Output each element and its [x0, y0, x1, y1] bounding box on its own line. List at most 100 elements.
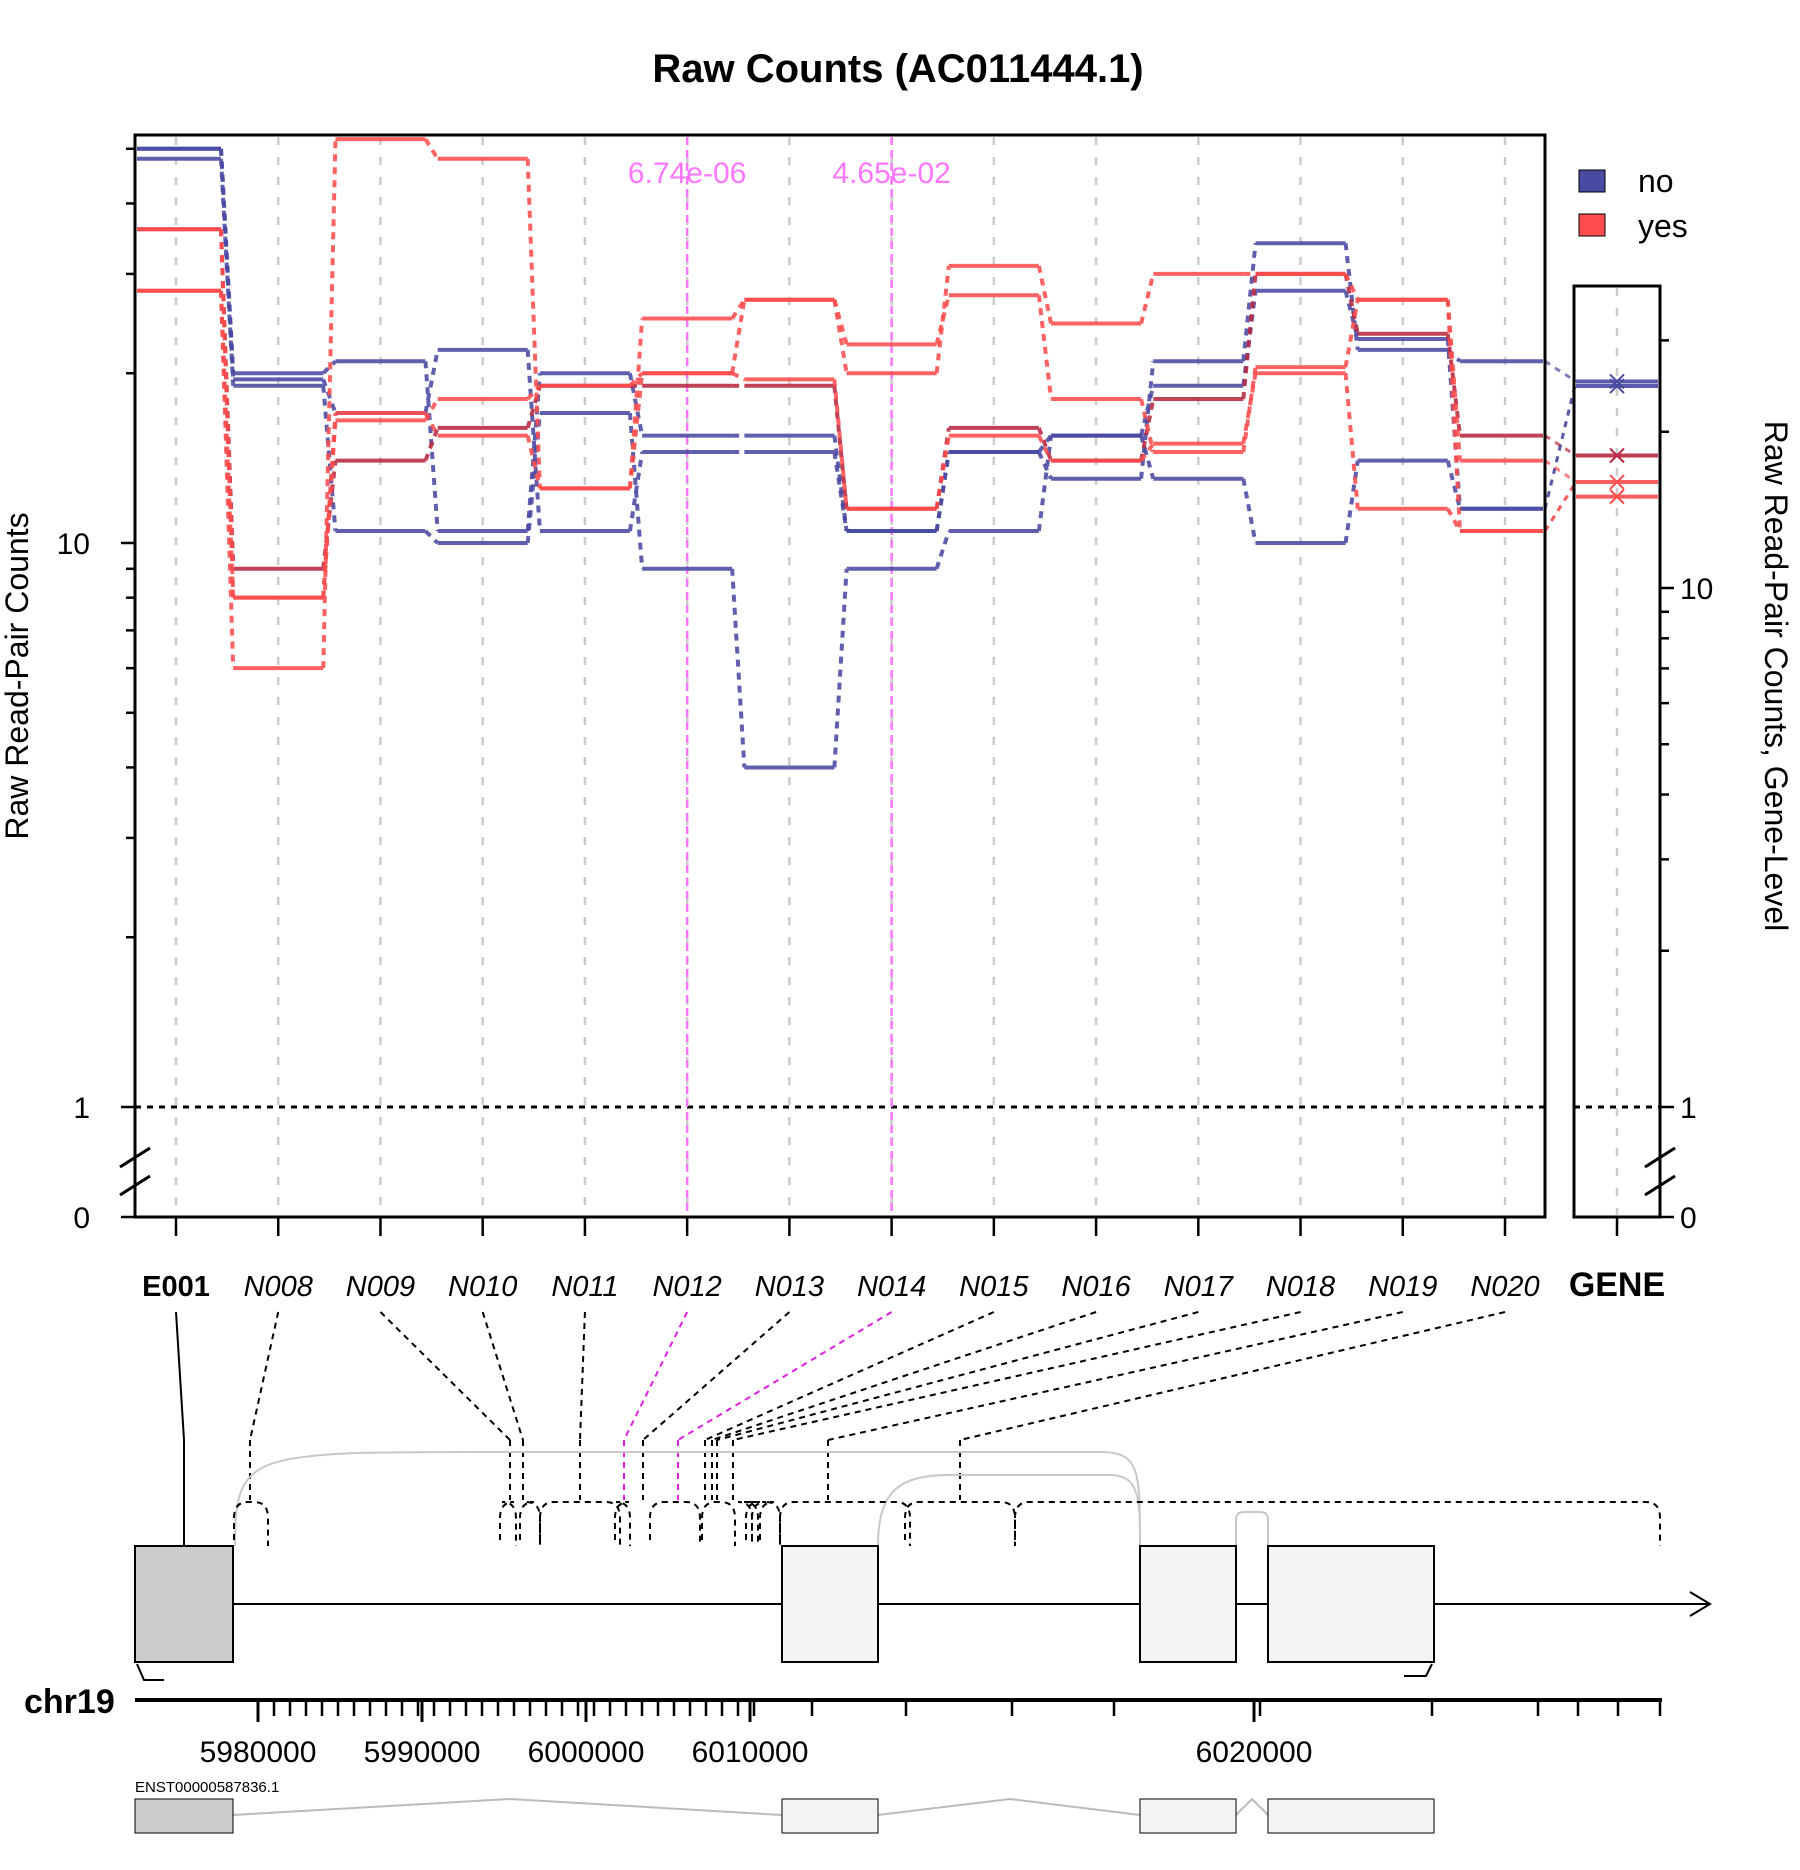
feature-bracket	[779, 1501, 911, 1546]
feature-connector	[704, 1311, 995, 1441]
category-label: N008	[244, 1271, 313, 1303]
feature-connector	[379, 1311, 511, 1441]
data-transition	[219, 290, 236, 669]
data-transition	[1445, 333, 1462, 436]
series-yes	[137, 227, 1578, 600]
data-transition	[423, 349, 440, 414]
feature-bracket	[539, 1501, 621, 1546]
exon-box-3	[1139, 1545, 1237, 1663]
category-label: N016	[1061, 1271, 1131, 1303]
feature-connector	[579, 1311, 586, 1441]
y-axis-label-right: Raw Read-Pair Counts, Gene-Level	[1758, 421, 1794, 931]
data-transition	[1446, 507, 1462, 533]
gene-level-marker-icon	[1609, 378, 1625, 394]
data-transition	[1139, 273, 1156, 324]
feature-bracket	[233, 1501, 269, 1546]
category-label: N020	[1470, 1271, 1539, 1303]
data-transition	[321, 412, 338, 598]
coordinate-tick-label: 5980000	[200, 1736, 317, 1769]
data-transition	[730, 299, 747, 374]
coordinate-tick-label: 6010000	[692, 1736, 809, 1769]
data-transition	[832, 379, 849, 509]
gridlines	[135, 137, 1660, 1215]
transcript-intron-line	[1235, 1797, 1269, 1816]
data-transition	[1036, 294, 1054, 400]
data-transition	[219, 229, 236, 598]
pvalue-label: 6.74e-06	[628, 157, 746, 190]
feature-connector	[716, 1311, 1199, 1441]
feature-connectors	[175, 1311, 1661, 1547]
series-no	[137, 156, 1578, 770]
data-transition	[1343, 460, 1360, 544]
data-transition	[423, 361, 440, 532]
data-transition	[627, 373, 645, 489]
data-transition	[423, 138, 440, 160]
category-label: N015	[959, 1271, 1029, 1303]
category-label: E001	[142, 1271, 210, 1303]
data-transition	[628, 371, 644, 388]
series-lines	[137, 137, 1578, 770]
category-label: N010	[448, 1271, 517, 1303]
data-transition	[525, 349, 542, 532]
legend-swatch-no	[1578, 169, 1606, 193]
gene-level-marker-icon	[1609, 447, 1625, 464]
data-transition	[1343, 243, 1360, 351]
series-yes	[137, 263, 1577, 600]
data-transition	[832, 568, 849, 768]
gene-model	[134, 1545, 1712, 1681]
chromosome-label: chr19	[24, 1683, 115, 1721]
data-transition	[1036, 427, 1053, 462]
y-tick-label: 0	[73, 1202, 90, 1235]
cds-end-mark	[1404, 1663, 1433, 1677]
feature-connector	[481, 1311, 524, 1441]
feature-connector	[175, 1311, 185, 1441]
feature-connector	[677, 1311, 893, 1441]
feature-connector	[732, 1311, 1301, 1441]
transcript-exon	[1139, 1798, 1237, 1834]
gene-level-panel	[1576, 373, 1658, 505]
category-label: N013	[755, 1271, 824, 1303]
transcript-label: ENST00000587836.1	[135, 1779, 279, 1796]
axes: 0 1 10 0 1 10 E001 N008 N009 N010 N011 N012 N013 N014…	[57, 147, 1713, 1304]
feature-bracket	[737, 1501, 761, 1546]
gene-category-label: GENE	[1569, 1266, 1665, 1304]
series-no	[137, 146, 1578, 534]
data-transition	[832, 299, 849, 345]
data-transition	[526, 384, 542, 401]
y-tick-label: 10	[57, 528, 90, 561]
data-transition	[424, 529, 440, 545]
data-transition	[832, 435, 849, 532]
transcript-exon	[781, 1798, 879, 1834]
feature-bracket	[743, 1501, 767, 1546]
y-tick-label-right: 10	[1680, 573, 1713, 606]
axis-break-icon	[119, 1146, 151, 1169]
data-transition	[525, 158, 542, 489]
data-transition	[321, 139, 338, 669]
data-transition	[321, 378, 338, 414]
feature-connector	[827, 1311, 1403, 1441]
gene-level-marker-icon	[1609, 474, 1625, 490]
coordinate-tick-label: 6020000	[1196, 1736, 1313, 1769]
data-transition	[1139, 442, 1155, 462]
axis-break-icon	[1644, 1174, 1676, 1197]
y-tick-label-right: 0	[1680, 1202, 1697, 1235]
data-transition	[627, 451, 645, 532]
data-transition	[1241, 243, 1258, 362]
transcript-intron-line	[877, 1797, 1141, 1816]
transcript-track: ENST00000587836.1	[134, 1779, 1435, 1834]
pvalue-label: 4.65e-02	[832, 157, 950, 190]
data-transition	[1343, 273, 1360, 335]
feature-bracket	[649, 1501, 701, 1546]
category-label: N009	[346, 1271, 415, 1303]
cds-start-mark	[136, 1663, 164, 1681]
category-label: N011	[551, 1271, 618, 1303]
gene-level-marker-icon	[1609, 488, 1625, 505]
transcript-exon	[1267, 1798, 1435, 1834]
data-transition	[934, 530, 951, 570]
category-label: N017	[1164, 1271, 1235, 1303]
category-label: N019	[1368, 1271, 1437, 1303]
y-axis-label: Raw Read-Pair Counts	[0, 512, 35, 839]
data-transition	[1343, 273, 1360, 301]
data-transition	[1037, 434, 1053, 462]
